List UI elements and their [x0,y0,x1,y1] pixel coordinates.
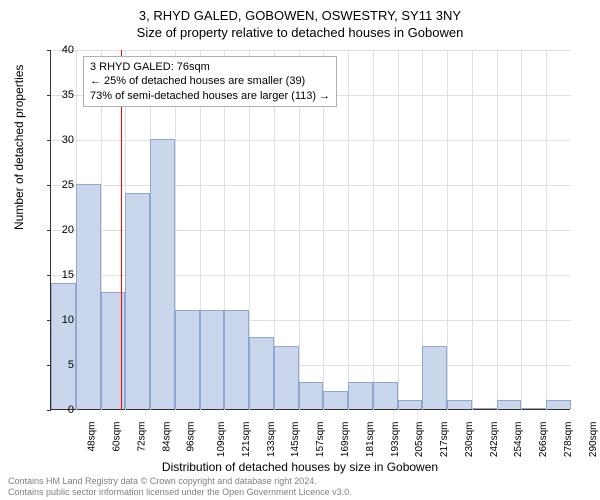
grid-line-v [472,50,473,410]
bar [76,184,101,409]
footer-line-1: Contains HM Land Registry data © Crown c… [8,476,592,487]
bar [546,400,571,409]
xtick-label: 217sqm [439,422,450,458]
annotation-line: ← 25% of detached houses are smaller (39… [90,74,330,88]
bar [299,382,324,409]
grid-line-h [51,185,571,186]
footer-attribution: Contains HM Land Registry data © Crown c… [8,476,592,498]
x-axis-label: Distribution of detached houses by size … [0,460,600,474]
ytick-label: 35 [62,89,74,101]
bar [200,310,225,409]
ytick-mark [47,95,51,96]
bar [398,400,423,409]
xtick-label: 157sqm [315,422,326,458]
chart-title: 3, RHYD GALED, GOBOWEN, OSWESTRY, SY11 3… [0,0,600,23]
ytick-label: 15 [62,269,74,281]
xtick-label: 60sqm [112,422,123,452]
ytick-label: 20 [62,224,74,236]
annotation-box: 3 RHYD GALED: 76sqm← 25% of detached hou… [83,56,337,107]
grid-line-v [497,50,498,410]
bar [323,391,348,409]
bar [472,408,497,409]
xtick-label: 145sqm [291,422,302,458]
ytick-mark [47,410,51,411]
xtick-label: 193sqm [390,422,401,458]
grid-line-v [546,50,547,410]
grid-line-h [51,50,571,51]
bar [224,310,249,409]
xtick-label: 290sqm [588,422,599,458]
xtick-label: 278sqm [563,422,574,458]
bar [150,139,175,409]
bar [125,193,150,409]
grid-line-v [348,50,349,410]
chart-subtitle: Size of property relative to detached ho… [0,23,600,40]
xtick-label: 205sqm [414,422,425,458]
bar [51,283,76,409]
xtick-label: 133sqm [266,422,277,458]
xtick-label: 84sqm [161,422,172,452]
bar [373,382,398,409]
xtick-label: 48sqm [87,422,98,452]
footer-line-2: Contains public sector information licen… [8,487,592,498]
xtick-label: 230sqm [464,422,475,458]
plot-region: 3 RHYD GALED: 76sqm← 25% of detached hou… [50,50,570,410]
xtick-label: 266sqm [538,422,549,458]
xtick-label: 121sqm [241,422,252,458]
xtick-label: 181sqm [365,422,376,458]
ytick-label: 40 [62,44,74,56]
bar [447,400,472,409]
annotation-line: 3 RHYD GALED: 76sqm [90,60,330,74]
bar [175,310,200,409]
annotation-line: 73% of semi-detached houses are larger (… [90,89,330,103]
ytick-label: 5 [68,359,74,371]
ytick-mark [47,230,51,231]
xtick-label: 254sqm [513,422,524,458]
xtick-label: 72sqm [136,422,147,452]
ytick-mark [47,275,51,276]
ytick-mark [47,50,51,51]
xtick-label: 96sqm [186,422,197,452]
bar [521,408,546,409]
bar [497,400,522,409]
grid-line-v [373,50,374,410]
ytick-mark [47,185,51,186]
xtick-label: 169sqm [340,422,351,458]
grid-line-v [398,50,399,410]
bar [348,382,373,409]
ytick-mark [47,140,51,141]
bar [274,346,299,409]
chart-container: 3, RHYD GALED, GOBOWEN, OSWESTRY, SY11 3… [0,0,600,500]
ytick-label: 30 [62,134,74,146]
grid-line-v [521,50,522,410]
grid-line-h [51,140,571,141]
bar [249,337,274,409]
xtick-label: 242sqm [489,422,500,458]
ytick-label: 0 [68,404,74,416]
xtick-label: 109sqm [216,422,227,458]
y-axis-label: Number of detached properties [12,65,26,230]
grid-line-v [447,50,448,410]
chart-area: 3 RHYD GALED: 76sqm← 25% of detached hou… [50,50,570,410]
bar [422,346,447,409]
ytick-label: 25 [62,179,74,191]
ytick-label: 10 [62,314,74,326]
